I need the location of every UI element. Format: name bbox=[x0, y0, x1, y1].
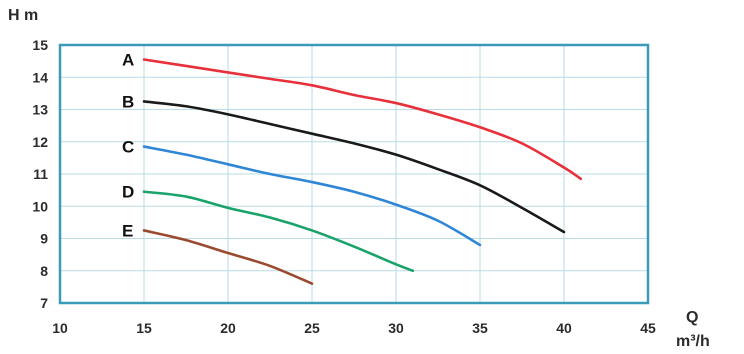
series-label-d: D bbox=[122, 183, 134, 202]
y-tick-label: 15 bbox=[32, 37, 48, 53]
y-tick-label: 9 bbox=[40, 231, 48, 247]
series-line-c bbox=[142, 145, 482, 247]
x-axis-title-q: Q bbox=[686, 309, 698, 326]
x-axis-title-unit: m³/h bbox=[676, 333, 710, 350]
x-tick-label: 10 bbox=[52, 320, 68, 336]
x-tick-label: 20 bbox=[220, 320, 236, 336]
y-tick-label: 10 bbox=[32, 198, 48, 214]
gridlines bbox=[60, 45, 648, 303]
tick-labels: 10 15 20 25 30 35 40 45 7 8 9 10 11 12 13 14 15 bbox=[32, 37, 656, 336]
x-tick-label: 15 bbox=[136, 320, 152, 336]
series-line-a bbox=[142, 58, 583, 181]
series-line-b bbox=[142, 100, 566, 234]
series-line-e bbox=[142, 229, 314, 285]
x-tick-label: 40 bbox=[556, 320, 572, 336]
series-lines bbox=[142, 58, 583, 285]
series-label-b: B bbox=[122, 92, 134, 111]
y-axis-title: H m bbox=[8, 7, 38, 24]
x-tick-label: 30 bbox=[388, 320, 404, 336]
y-tick-label: 7 bbox=[40, 295, 48, 311]
y-tick-label: 13 bbox=[32, 102, 48, 118]
series-line-d bbox=[142, 190, 415, 273]
series-label-e: E bbox=[122, 221, 133, 240]
x-tick-label: 25 bbox=[304, 320, 320, 336]
x-tick-label: 45 bbox=[640, 320, 656, 336]
series-label-a: A bbox=[122, 51, 134, 70]
plot-frame bbox=[58, 43, 650, 305]
y-tick-label: 12 bbox=[32, 134, 48, 150]
x-tick-label: 35 bbox=[472, 320, 488, 336]
y-tick-label: 11 bbox=[33, 166, 48, 182]
series-labels: A B C DE bbox=[122, 51, 134, 241]
y-tick-label: 8 bbox=[40, 263, 48, 279]
series-label-c: C bbox=[122, 138, 134, 157]
y-tick-label: 14 bbox=[32, 69, 48, 85]
